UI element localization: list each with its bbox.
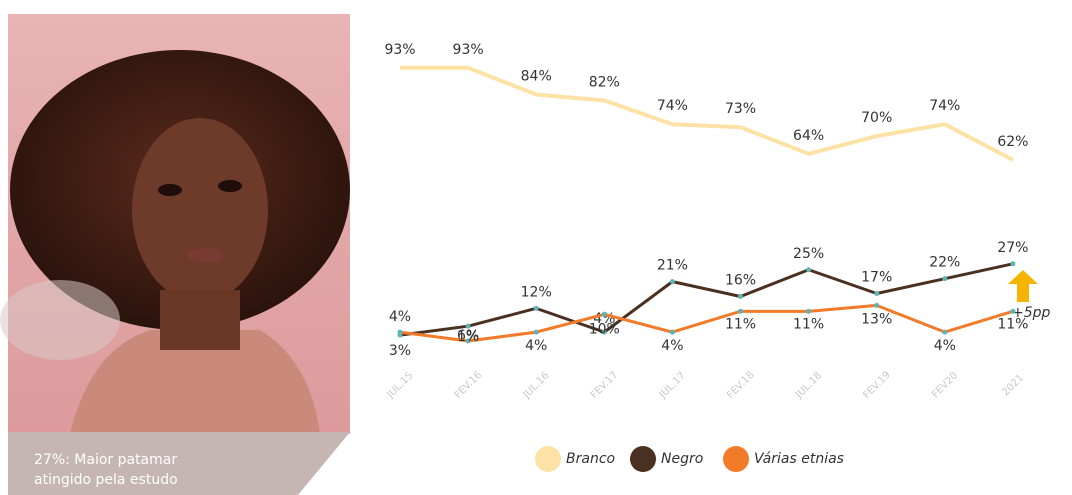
point xyxy=(669,279,675,285)
point xyxy=(601,329,607,335)
value-label: 25% xyxy=(793,246,824,262)
value-label: 11% xyxy=(793,316,824,332)
value-label: 73% xyxy=(725,101,756,117)
annotation: +5pp xyxy=(1012,305,1051,321)
value-label: 62% xyxy=(997,134,1028,150)
x-tick-label: JUL.16 xyxy=(521,370,552,401)
point xyxy=(942,276,948,282)
value-label: 4% xyxy=(661,338,683,354)
x-tick-label: JUL.18 xyxy=(793,370,824,401)
x-tick-label: 2021 xyxy=(1000,372,1026,398)
value-label: 17% xyxy=(861,270,892,286)
value-label: 22% xyxy=(929,255,960,271)
point xyxy=(738,293,743,299)
x-tick-label: FEV.17 xyxy=(589,370,620,401)
value-label: 93% xyxy=(384,42,415,58)
value-label: 21% xyxy=(657,258,688,274)
caption-line: atingido pela estudo xyxy=(34,472,178,488)
point xyxy=(465,338,471,344)
legend-label: Várias etnias xyxy=(754,451,844,467)
point xyxy=(942,329,948,335)
point xyxy=(806,267,812,273)
x-tick-label: FEV.19 xyxy=(861,370,892,401)
legend-swatch xyxy=(535,446,561,472)
legend-swatch xyxy=(723,446,749,472)
value-label: 74% xyxy=(929,98,960,114)
arrow-up xyxy=(1008,270,1038,302)
legend-label: Negro xyxy=(661,451,703,467)
value-label: 74% xyxy=(657,98,688,114)
value-label: 11% xyxy=(997,316,1028,332)
value-label: 70% xyxy=(861,110,892,126)
point xyxy=(669,329,675,335)
point xyxy=(874,291,880,297)
point xyxy=(397,329,403,335)
point xyxy=(874,302,880,308)
value-label: 10% xyxy=(589,321,620,337)
value-label: 16% xyxy=(725,272,756,288)
caption-line: 27%: Maior patamar xyxy=(34,452,177,468)
legend-label: Branco xyxy=(566,451,615,467)
series-line xyxy=(399,262,1014,337)
value-label: 1% xyxy=(457,329,479,345)
series-line xyxy=(400,65,1014,162)
value-label: 93% xyxy=(453,42,484,58)
value-label: 4% xyxy=(525,338,547,354)
point xyxy=(1010,261,1016,267)
x-tick-label: JUL.17 xyxy=(657,370,688,401)
point xyxy=(533,329,539,335)
value-label: 4% xyxy=(934,338,956,354)
value-label: 11% xyxy=(725,316,756,332)
legend-swatch xyxy=(630,446,656,472)
value-label: 13% xyxy=(861,311,892,327)
value-label: 64% xyxy=(793,128,824,144)
x-tick-label: FEV.16 xyxy=(453,370,484,401)
caption-box xyxy=(8,432,350,495)
point xyxy=(738,308,743,314)
photo xyxy=(0,14,350,434)
x-tick-label: JUL.15 xyxy=(385,370,416,401)
value-label: 82% xyxy=(589,74,620,90)
point xyxy=(533,305,539,311)
point xyxy=(806,308,812,314)
value-label: 12% xyxy=(521,284,552,300)
point xyxy=(601,311,607,317)
value-label: 27% xyxy=(997,240,1028,256)
series-line xyxy=(399,303,1014,343)
x-tick-label: FEV20 xyxy=(930,370,960,400)
x-tick-label: FEV.18 xyxy=(725,370,756,401)
value-label: 4% xyxy=(389,309,411,325)
point xyxy=(1010,308,1016,314)
point xyxy=(465,323,471,329)
value-label: 3% xyxy=(389,343,411,359)
value-label: 84% xyxy=(521,69,552,85)
